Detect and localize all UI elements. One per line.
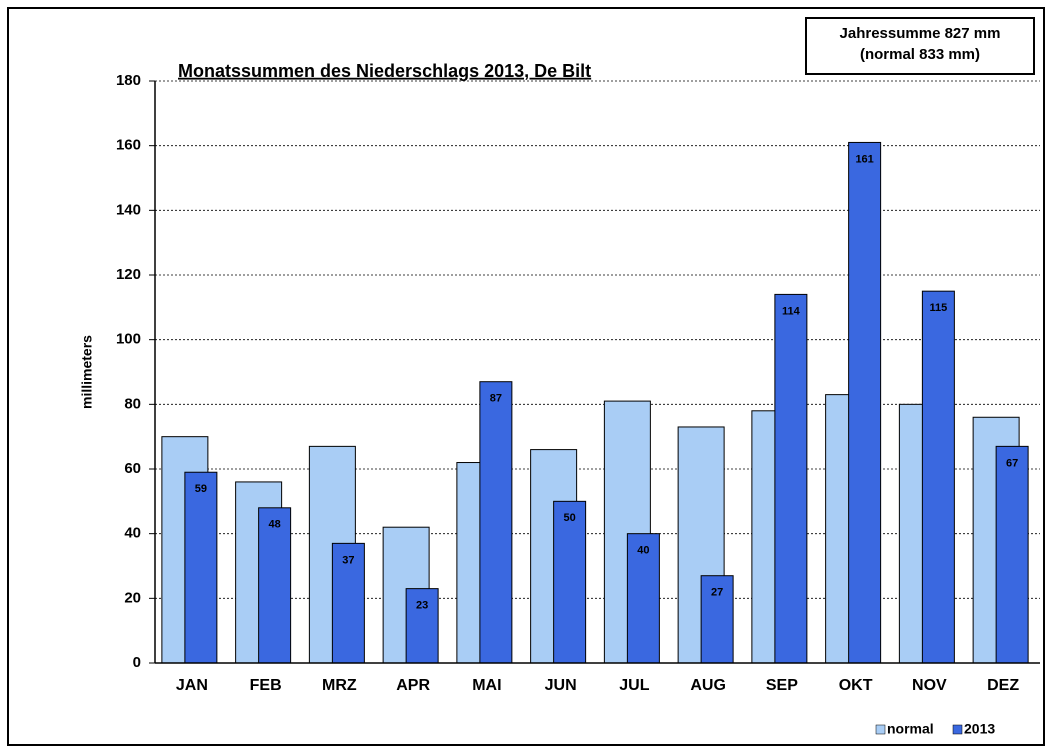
data-label: 87 xyxy=(490,393,502,405)
bar xyxy=(848,141,882,664)
x-tick-label: MRZ xyxy=(322,677,357,694)
bar xyxy=(700,575,734,664)
x-tick-label: OKT xyxy=(839,677,873,694)
x-tick-label: MAI xyxy=(472,677,501,694)
legend-swatch xyxy=(875,724,886,735)
data-label: 48 xyxy=(269,519,281,531)
x-tick-label: JUL xyxy=(619,677,649,694)
data-label: 50 xyxy=(564,512,576,524)
y-tick-label: 160 xyxy=(116,137,141,154)
chart-title: Monatssummen des Niederschlags 2013, De … xyxy=(178,61,591,81)
bar xyxy=(774,293,808,664)
data-label: 115 xyxy=(930,302,948,314)
y-axis-label: millimeters xyxy=(79,335,95,409)
y-tick-label: 80 xyxy=(124,395,141,412)
data-label: 40 xyxy=(637,545,649,557)
legend-label: normal xyxy=(887,721,934,737)
data-label: 27 xyxy=(711,587,723,599)
bar xyxy=(258,507,292,664)
legend-swatch xyxy=(952,724,963,735)
x-tick-label: NOV xyxy=(912,677,947,694)
x-tick-label: AUG xyxy=(690,677,726,694)
bar xyxy=(184,471,218,664)
data-label: 59 xyxy=(195,483,207,495)
x-tick-label: JAN xyxy=(176,677,208,694)
y-tick-label: 120 xyxy=(116,266,141,283)
y-tick-label: 140 xyxy=(116,201,141,218)
y-tick-label: 180 xyxy=(116,72,141,89)
y-tick-label: 40 xyxy=(124,525,141,542)
data-label: 67 xyxy=(1006,457,1018,469)
y-tick-label: 20 xyxy=(124,589,141,606)
data-label: 114 xyxy=(782,305,801,317)
annotation: Jahressumme 827 mm xyxy=(840,25,1001,42)
annotation: (normal 833 mm) xyxy=(860,46,980,63)
x-tick-label: DEZ xyxy=(987,677,1019,694)
x-tick-label: JUN xyxy=(545,677,577,694)
y-tick-label: 60 xyxy=(124,460,141,477)
annotation-box xyxy=(805,17,1035,75)
x-tick-label: APR xyxy=(396,677,430,694)
x-tick-label: FEB xyxy=(250,677,282,694)
y-tick-label: 100 xyxy=(116,331,141,348)
bar xyxy=(479,381,513,664)
data-label: 23 xyxy=(416,600,428,612)
y-tick-label: 0 xyxy=(133,654,141,671)
legend-label: 2013 xyxy=(964,721,995,737)
x-tick-label: SEP xyxy=(766,677,798,694)
bar xyxy=(553,500,587,664)
bar xyxy=(995,445,1029,664)
bar xyxy=(921,290,955,664)
bar xyxy=(405,588,439,664)
data-label: 161 xyxy=(855,153,873,165)
data-label: 37 xyxy=(342,554,354,566)
